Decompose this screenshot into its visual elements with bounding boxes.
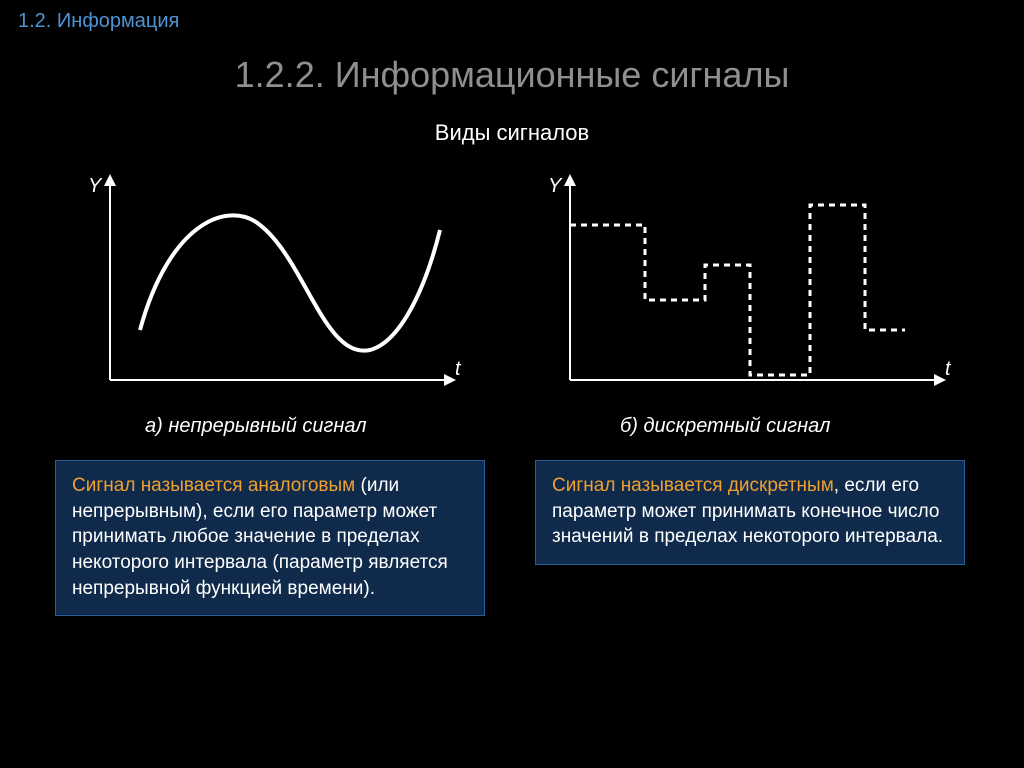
discrete-step — [570, 205, 905, 375]
chart-continuous-svg: Y t — [70, 170, 470, 410]
continuous-curve — [140, 215, 440, 350]
y-label: Y — [88, 175, 103, 197]
chart-continuous: Y t — [70, 170, 470, 415]
breadcrumb: 1.2. Информация — [18, 10, 179, 33]
y-label: Y — [548, 175, 563, 197]
definition-analog: Сигнал называется аналоговым (или непрер… — [55, 460, 485, 616]
caption-continuous: а) непрерывный сигнал — [145, 415, 367, 438]
subtitle: Виды сигналов — [0, 120, 1024, 146]
x-label: t — [455, 358, 462, 380]
definition-discrete: Сигнал называется дискретным, если его п… — [535, 460, 965, 565]
x-label: t — [945, 358, 952, 380]
chart-discrete-svg: Y t — [540, 170, 960, 410]
caption-discrete: б) дискретный сигнал — [620, 415, 830, 438]
page-title: 1.2.2. Информационные сигналы — [0, 54, 1024, 96]
definition-analog-term: Сигнал называется аналоговым — [72, 475, 355, 496]
definition-discrete-term: Сигнал называется дискретным — [552, 475, 834, 496]
chart-discrete: Y t — [540, 170, 960, 415]
